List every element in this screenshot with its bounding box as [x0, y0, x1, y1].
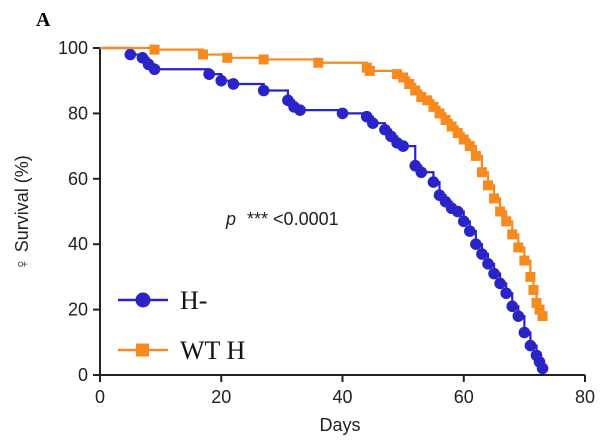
data-point-wt-h: [198, 49, 209, 60]
p-value-text: *** <0.0001: [247, 209, 339, 229]
data-point-wt-h: [483, 180, 493, 191]
data-point-h: [203, 68, 215, 80]
data-point-wt-h: [470, 150, 481, 161]
data-point-wt-h: [501, 216, 512, 227]
data-point-wt-h: [149, 44, 160, 55]
data-point-wt-h: [422, 95, 433, 106]
data-point-h: [506, 300, 519, 313]
data-point-h: [482, 258, 494, 270]
data-point-wt-h: [534, 304, 545, 315]
series-layer: [100, 44, 549, 375]
data-point-h: [494, 277, 506, 290]
data-point-wt-h: [519, 255, 530, 266]
data-point-h: [512, 310, 525, 322]
data-point-h: [488, 267, 500, 280]
data-point-h: [367, 117, 379, 130]
data-point-wt-h: [428, 101, 439, 112]
data-point-h: [294, 104, 306, 116]
data-point-h: [451, 205, 464, 218]
x-tick-label: 0: [95, 387, 105, 407]
data-point-h: [257, 84, 270, 97]
data-point-wt-h: [537, 311, 548, 322]
data-point-wt-h: [507, 229, 518, 240]
x-axis-title: Days: [319, 415, 360, 435]
data-point-wt-h: [476, 167, 487, 178]
legend-label-h: H-: [180, 286, 207, 315]
data-point-wt-h: [410, 85, 421, 96]
data-point-wt-h: [398, 72, 409, 83]
data-point-wt-h: [458, 134, 469, 145]
data-point-wt-h: [446, 121, 457, 132]
p-value-annotation: p *** <0.0001: [225, 209, 339, 229]
data-point-wt-h: [495, 206, 506, 217]
x-tick-label: 40: [332, 387, 352, 407]
legend-label-wt-h: WT H: [180, 336, 245, 365]
data-point-h: [500, 287, 512, 300]
data-point-wt-h: [440, 114, 451, 125]
y-tick-label: 60: [68, 169, 88, 189]
panel-label: A: [36, 9, 51, 31]
axes: 0 20 40 60 80 0 20 40 60 80 100: [58, 38, 595, 407]
y-tick-label: 80: [68, 103, 88, 123]
data-point-h: [476, 248, 488, 260]
data-point-wt-h: [258, 54, 269, 65]
data-point-wt-h: [531, 298, 542, 309]
x-tick-label: 20: [211, 387, 231, 407]
y-tick-label: 20: [68, 300, 88, 320]
data-point-wt-h: [364, 65, 375, 76]
data-point-h: [464, 225, 476, 237]
data-point-wt-h: [489, 193, 500, 204]
data-point-h: [536, 362, 549, 375]
data-point-wt-h: [392, 69, 403, 80]
data-point-wt-h: [525, 271, 536, 282]
data-point-wt-h: [513, 242, 524, 253]
y-axis-title: ♀ Survival (%): [12, 155, 32, 271]
y-tick-label: 100: [58, 38, 88, 58]
data-point-h: [227, 78, 240, 90]
data-point-wt-h: [313, 57, 324, 68]
data-point-wt-h: [464, 141, 475, 152]
y-tick-label: 0: [78, 365, 88, 385]
data-point-h: [524, 339, 537, 352]
data-point-h: [397, 140, 409, 152]
y-tick-label: 40: [68, 234, 88, 254]
p-value-prefix: p: [225, 209, 236, 229]
data-point-h: [427, 176, 440, 188]
data-point-h: [215, 74, 228, 87]
data-point-wt-h: [528, 284, 539, 295]
data-point-h: [148, 63, 161, 76]
data-point-h: [457, 215, 470, 228]
x-tick-label: 60: [454, 387, 474, 407]
data-point-wt-h: [416, 92, 427, 103]
data-point-wt-h: [452, 128, 463, 139]
x-tick-label: 80: [575, 387, 595, 407]
data-point-h: [336, 107, 349, 120]
data-point-wt-h: [404, 78, 415, 89]
legend-marker-h: [135, 292, 151, 308]
data-point-h: [518, 326, 531, 339]
series-line-wt-h: [100, 46, 544, 317]
data-point-wt-h: [434, 108, 445, 119]
data-point-h: [415, 166, 428, 179]
legend: H- WT H: [118, 286, 245, 365]
data-point-h: [470, 238, 482, 250]
data-point-h: [124, 48, 137, 61]
data-point-wt-h: [222, 52, 233, 63]
legend-marker-wt-h: [136, 343, 149, 357]
